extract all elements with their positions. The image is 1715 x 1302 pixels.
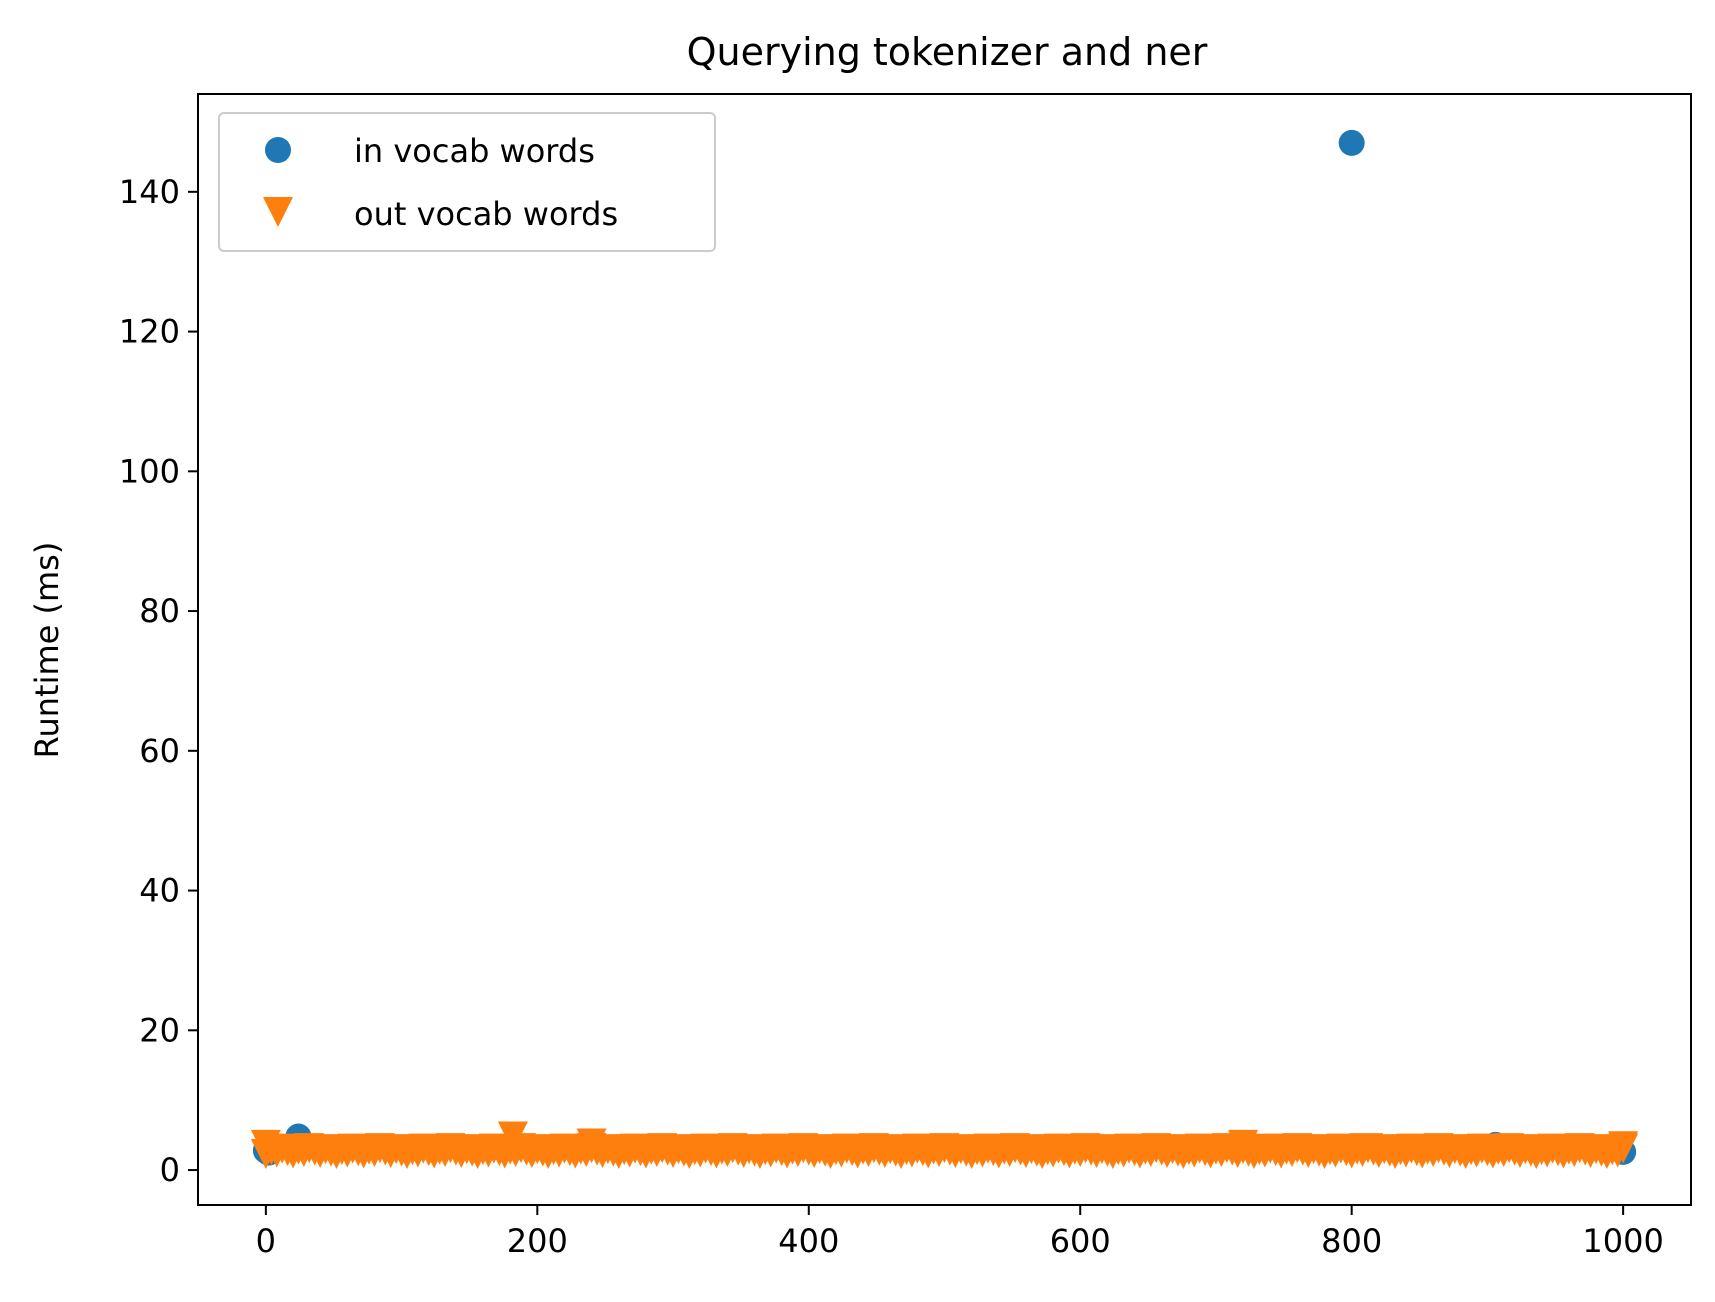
legend-box bbox=[218, 112, 716, 252]
in-vocab-point bbox=[1338, 129, 1365, 156]
x-tick-label: 800 bbox=[1321, 1222, 1382, 1260]
chart-title: Querying tokenizer and ner bbox=[687, 30, 1208, 74]
out-vocab-point bbox=[576, 1128, 607, 1159]
out-vocab-point bbox=[497, 1121, 528, 1152]
x-tick-label: 600 bbox=[1050, 1222, 1111, 1260]
x-tick-label: 200 bbox=[507, 1222, 568, 1260]
legend-marker-in-vocab bbox=[265, 137, 291, 163]
x-tick-label: 400 bbox=[778, 1222, 839, 1260]
x-axis: 0 200 400 600 800 1000 bbox=[256, 1205, 1664, 1260]
y-axis-label: Runtime (ms) bbox=[28, 542, 66, 759]
legend-label-out-vocab: out vocab words bbox=[354, 195, 618, 233]
out-vocab-point bbox=[1228, 1129, 1259, 1160]
x-tick-label: 0 bbox=[256, 1222, 276, 1260]
y-tick-label: 140 bbox=[119, 173, 180, 211]
out-vocab-point bbox=[1608, 1131, 1639, 1162]
legend-label-in-vocab: in vocab words bbox=[354, 132, 595, 170]
y-tick-label: 0 bbox=[160, 1151, 180, 1189]
y-axis: 0 20 40 60 80 100 120 140 bbox=[119, 173, 198, 1189]
plot-frame bbox=[197, 93, 1692, 1206]
y-tick-label: 100 bbox=[119, 452, 180, 490]
y-tick-label: 60 bbox=[139, 732, 180, 770]
y-tick-label: 20 bbox=[139, 1011, 180, 1049]
plot-marks bbox=[250, 129, 1639, 1169]
y-tick-label: 80 bbox=[139, 592, 180, 630]
legend-marker-out-vocab bbox=[263, 197, 293, 227]
out-vocab-point bbox=[250, 1129, 281, 1160]
x-tick-label: 1000 bbox=[1582, 1222, 1663, 1260]
y-tick-label: 40 bbox=[139, 872, 180, 910]
y-tick-label: 120 bbox=[119, 313, 180, 351]
legend: in vocab words out vocab words bbox=[218, 112, 716, 252]
